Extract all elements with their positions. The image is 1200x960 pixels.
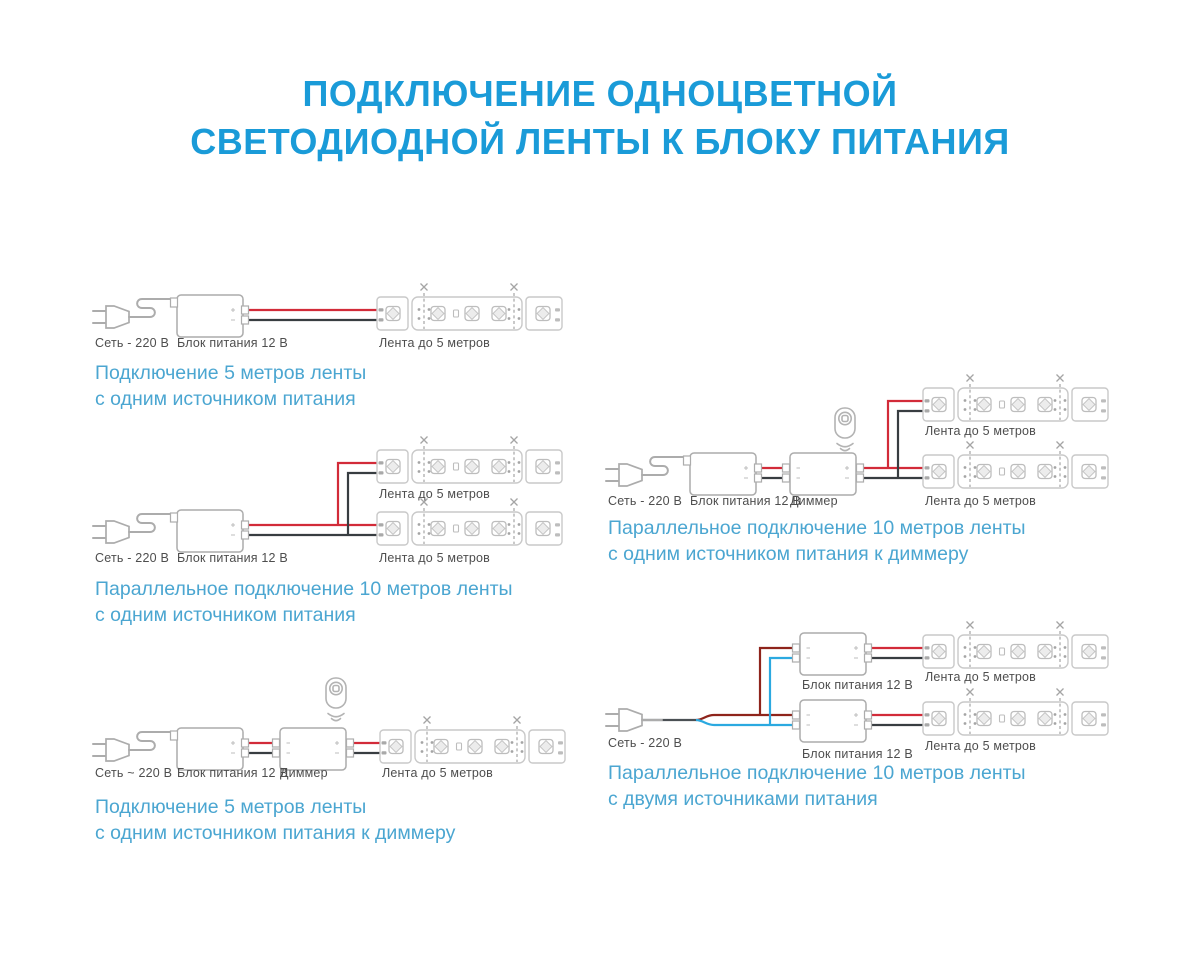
led-strip-icon: [377, 284, 562, 331]
page-title: ПОДКЛЮЧЕНИЕ ОДНОЦВЕТНОЙ СВЕТОДИОДНОЙ ЛЕН…: [0, 70, 1200, 166]
strip-label: Лента до 5 метров: [379, 487, 491, 501]
mains-label: Сеть - 220 В: [95, 551, 169, 565]
strip-label: Лента до 5 метров: [925, 424, 1037, 438]
led-strip-icon: [923, 622, 1108, 669]
mains-label: Сеть - 220 В: [95, 336, 169, 350]
plug-icon: [92, 513, 174, 544]
caption-line2: с одним источником питания: [95, 388, 356, 410]
remote-icon: [325, 677, 347, 722]
led-strip-icon: [377, 437, 562, 484]
led-strip-icon: [923, 442, 1108, 489]
psu-icon: [171, 295, 249, 337]
led-strip-icon: [923, 375, 1108, 422]
dimmer-icon: [781, 452, 865, 496]
plug-icon: [92, 298, 174, 329]
remote-icon: [834, 407, 856, 452]
mains-label: Сеть - 220 В: [608, 494, 682, 508]
diagram-5-art: [605, 622, 1108, 743]
strip-label: Лента до 5 метров: [379, 336, 491, 350]
strip-label: Лента до 5 метров: [379, 551, 491, 565]
diagram-1-art: [92, 284, 562, 338]
psu-label: Блок питания 12 В: [177, 551, 288, 565]
plug-icon: [605, 708, 663, 732]
strip-label: Лента до 5 метров: [925, 739, 1037, 753]
diagram-3-caption: Подключение 5 метров ленты с одним источ…: [95, 794, 455, 846]
diagram-1-caption: Подключение 5 метров ленты с одним источ…: [95, 360, 366, 412]
caption-line1: Параллельное подключение 10 метров ленты: [608, 517, 1026, 539]
strip-label: Лента до 5 метров: [382, 766, 494, 780]
diagram-5-caption: Параллельное подключение 10 метров ленты…: [608, 760, 1026, 812]
caption-line2: с одним источником питания: [95, 604, 356, 626]
psu-label: Блок питания 12 В: [802, 747, 913, 761]
dimmer-label: Диммер: [280, 766, 328, 780]
psu-label: Блок питания 12 В: [177, 336, 288, 350]
psu-icon: [171, 510, 249, 552]
led-strip-icon: [380, 717, 565, 764]
plug-icon: [92, 731, 174, 762]
psu-icon: [793, 700, 872, 742]
plug-icon: [605, 456, 687, 487]
caption-line2: с одним источником питания к диммеру: [95, 822, 456, 844]
caption-line2: с двумя источниками питания: [608, 788, 878, 810]
diagram-2-caption: Параллельное подключение 10 метров ленты…: [95, 576, 513, 628]
mains-label: Сеть ~ 220 В: [95, 766, 173, 780]
psu-label: Блок питания 12 В: [802, 678, 913, 692]
psu-label: Блок питания 12 В: [690, 494, 801, 508]
diagram-3-art: [92, 677, 565, 771]
diagram-4-caption: Параллельное подключение 10 метров ленты…: [608, 515, 1026, 567]
psu-icon: [171, 728, 249, 770]
page-title-line2: СВЕТОДИОДНОЙ ЛЕНТЫ К БЛОКУ ПИТАНИЯ: [190, 121, 1010, 162]
caption-line1: Параллельное подключение 10 метров ленты: [95, 578, 513, 600]
psu-icon: [684, 453, 762, 495]
mains-label: Сеть - 220 В: [608, 736, 682, 750]
psu-label: Блок питания 12 В: [177, 766, 288, 780]
led-strip-icon: [377, 499, 562, 546]
diagram-2-art: [92, 437, 562, 553]
caption-line2: с одним источником питания к диммеру: [608, 543, 969, 565]
diagram-4-art: [605, 375, 1108, 496]
psu-icon: [793, 633, 872, 675]
strip-label: Лента до 5 метров: [925, 494, 1037, 508]
led-strip-icon: [923, 689, 1108, 736]
caption-line1: Подключение 5 метров ленты: [95, 796, 367, 818]
caption-line1: Подключение 5 метров ленты: [95, 362, 367, 384]
caption-line1: Параллельное подключение 10 метров ленты: [608, 762, 1026, 784]
strip-label: Лента до 5 метров: [925, 670, 1037, 684]
page-title-line1: ПОДКЛЮЧЕНИЕ ОДНОЦВЕТНОЙ: [302, 73, 898, 114]
dimmer-label: Диммер: [790, 494, 838, 508]
dimmer-icon: [271, 727, 355, 771]
